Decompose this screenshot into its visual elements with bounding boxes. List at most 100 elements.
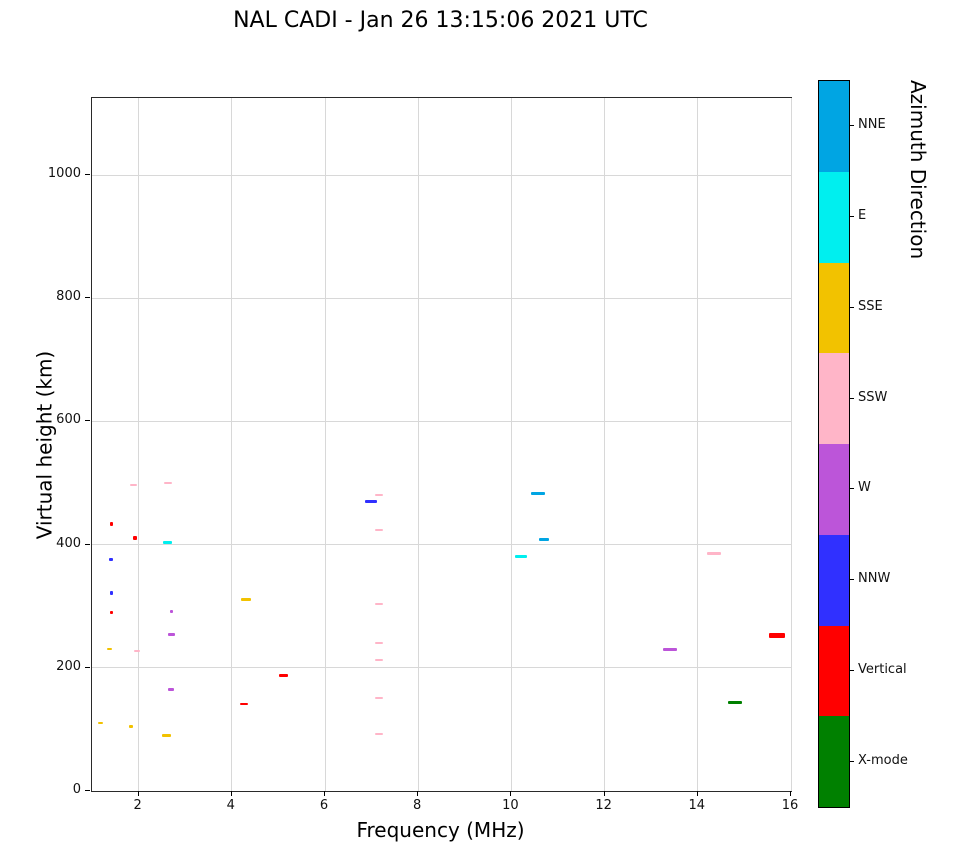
- colorbar-band-e: [819, 171, 849, 263]
- x-tick-label: 10: [502, 798, 519, 813]
- y-tick-label: 0: [72, 782, 81, 797]
- colorbar-tick: [850, 579, 854, 581]
- colorbar-category-label: E: [858, 208, 867, 224]
- gridline-y: [92, 174, 791, 176]
- data-point-e: [163, 541, 173, 545]
- data-point-nne: [539, 538, 550, 542]
- colorbar-band-ssw: [819, 353, 849, 444]
- x-tick-label: 14: [688, 798, 706, 813]
- data-point-w: [167, 633, 175, 637]
- gridline-x: [697, 98, 699, 791]
- data-point-ssw: [375, 733, 384, 736]
- data-point-sse: [98, 722, 104, 725]
- data-point-w: [168, 687, 175, 691]
- data-point-vertical: [109, 610, 113, 614]
- data-point-ssw: [375, 659, 384, 662]
- colorbar-tick: [850, 760, 854, 762]
- x-tick: [417, 791, 419, 796]
- x-tick-label: 6: [319, 798, 329, 813]
- x-tick: [137, 791, 139, 796]
- y-axis-label: Virtual height (km): [32, 350, 57, 540]
- colorbar-band-w: [819, 444, 849, 535]
- data-point-sse: [129, 724, 134, 728]
- colorbar-tick: [850, 669, 854, 671]
- gridline-y: [92, 667, 791, 669]
- y-tick-label: 1000: [47, 166, 81, 181]
- data-point-ssw: [375, 529, 384, 532]
- data-point-nne: [530, 491, 545, 495]
- y-tick-label: 600: [56, 412, 81, 428]
- y-tick: [85, 297, 90, 299]
- colorbar-tick: [850, 397, 854, 399]
- x-tick: [510, 791, 512, 796]
- data-point-vertical: [279, 673, 289, 677]
- colorbar-category-label: NNW: [858, 571, 891, 587]
- data-point-vertical: [133, 536, 138, 541]
- colorbar-band-nne: [819, 81, 849, 172]
- colorbar-category-label: W: [858, 480, 871, 496]
- colorbar-band-sse: [819, 262, 849, 354]
- data-point-sse: [107, 648, 113, 651]
- x-tick: [603, 791, 605, 796]
- data-point-nnw: [109, 557, 114, 561]
- y-tick-label: 800: [56, 289, 81, 305]
- x-tick: [324, 791, 325, 796]
- colorbar-label: Azimuth Direction: [906, 80, 930, 260]
- chart-title: NAL CADI - Jan 26 13:15:06 2021 UTC: [233, 8, 648, 33]
- gridline-y: [92, 420, 791, 422]
- gridline-x: [324, 98, 326, 791]
- gridline-y: [92, 544, 791, 546]
- x-tick-label: 4: [226, 798, 235, 813]
- colorbar-tick: [850, 125, 854, 127]
- gridline-x: [790, 98, 792, 791]
- x-tick-label: 8: [413, 798, 422, 813]
- data-point-nnw: [365, 499, 378, 503]
- data-point-w: [169, 609, 173, 613]
- x-tick: [790, 791, 791, 796]
- gridline-x: [231, 98, 233, 791]
- gridline-x: [604, 98, 606, 791]
- x-tick-label: 12: [595, 798, 612, 813]
- data-point-vertical: [240, 703, 249, 706]
- data-point-e: [514, 554, 527, 558]
- azimuth-colorbar: [818, 80, 850, 808]
- colorbar-category-label: SSE: [858, 298, 883, 314]
- data-point-sse: [162, 734, 172, 738]
- x-tick: [696, 791, 698, 796]
- colorbar-tick: [850, 488, 854, 490]
- plot-area: [91, 97, 792, 792]
- x-tick: [230, 791, 232, 796]
- gridline-y: [92, 297, 791, 299]
- x-tick-label: 16: [781, 798, 799, 813]
- x-tick-label: 2: [133, 798, 142, 813]
- data-point-ssw: [375, 696, 384, 699]
- gridline-x: [138, 98, 140, 791]
- data-point-ssw: [134, 649, 141, 652]
- y-tick-label: 200: [56, 658, 81, 674]
- data-point-sse: [240, 597, 251, 601]
- data-point-ssw: [130, 483, 138, 486]
- colorbar-band-vertical: [819, 625, 849, 717]
- colorbar-band-nnw: [819, 534, 849, 626]
- colorbar-category-label: Vertical: [858, 661, 907, 677]
- colorbar-tick: [850, 306, 854, 308]
- data-point-nnw: [109, 591, 113, 596]
- colorbar-tick: [850, 216, 854, 218]
- data-point-ssw: [375, 603, 384, 606]
- colorbar-category-label: SSW: [858, 389, 888, 405]
- data-point-ssw: [163, 482, 172, 484]
- y-tick: [85, 543, 90, 545]
- y-tick: [85, 420, 90, 422]
- data-point-x-mode: [728, 700, 743, 704]
- y-tick-label: 400: [56, 535, 81, 551]
- y-tick: [85, 666, 90, 668]
- colorbar-category-label: X-mode: [858, 752, 908, 768]
- gridline-x: [417, 98, 419, 791]
- y-tick: [85, 790, 90, 791]
- colorbar-category-label: NNE: [858, 117, 886, 133]
- data-point-ssw: [374, 494, 383, 497]
- data-point-vertical: [769, 632, 786, 638]
- data-point-vertical: [109, 521, 113, 526]
- y-tick: [85, 174, 90, 175]
